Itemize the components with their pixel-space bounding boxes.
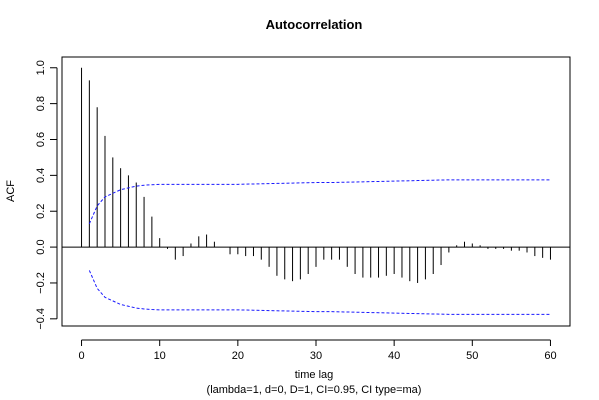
ci-lower-line — [88, 270, 551, 315]
x-tick-label: 40 — [388, 350, 400, 362]
y-tick-label: 1.0 — [35, 60, 47, 75]
y-tick-label: −0.4 — [35, 308, 47, 330]
y-tick-label: 0.8 — [35, 96, 47, 111]
chart-subtitle: (lambda=1, d=0, D=1, CI=0.95, CI type=ma… — [207, 384, 422, 396]
y-tick-label: 0.2 — [35, 204, 47, 219]
ci-upper-line — [88, 179, 551, 224]
y-axis-label: ACF — [5, 180, 17, 202]
x-tick-label: 50 — [466, 350, 478, 362]
acf-bars — [62, 67, 570, 283]
x-tick-label: 10 — [154, 350, 166, 362]
plot-frame — [61, 56, 571, 327]
y-tick-label: 0.4 — [35, 168, 47, 183]
confidence-bands — [88, 179, 551, 315]
x-tick-label: 30 — [310, 350, 322, 362]
x-tick-label: 20 — [232, 350, 244, 362]
y-tick-label: 0.6 — [35, 132, 47, 147]
y-axis: −0.4 −0.2 0.0 0.2 0.4 0.6 0.8 1.0 — [35, 60, 58, 330]
x-axis-label: time lag — [295, 369, 334, 381]
x-axis: 0 10 20 30 40 50 60 — [78, 339, 557, 362]
y-tick-label: 0.0 — [35, 239, 47, 254]
x-tick-label: 0 — [78, 350, 84, 362]
chart-title: Autocorrelation — [266, 17, 363, 32]
x-tick-label: 60 — [544, 350, 556, 362]
y-tick-label: −0.2 — [35, 272, 47, 294]
